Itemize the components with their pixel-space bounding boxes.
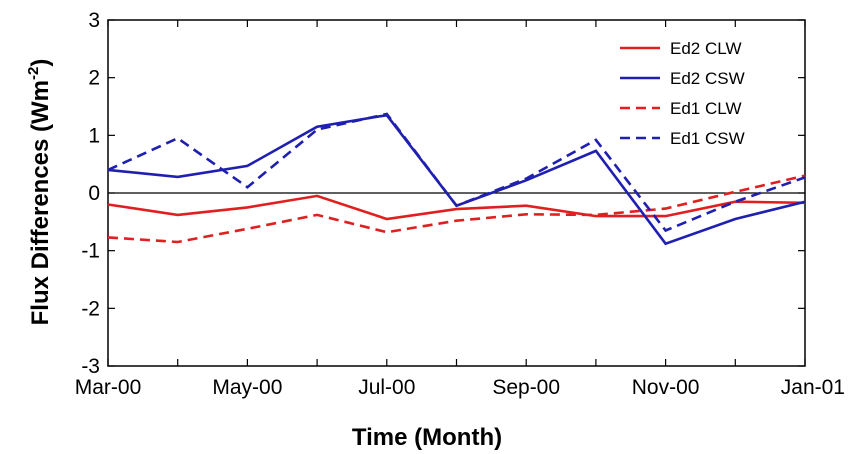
x-tick-label: Jul-00 [358, 376, 415, 399]
x-tick-label: May-00 [212, 376, 282, 399]
y-tick-label: -3 [81, 355, 100, 378]
legend-label-ed1-clw: Ed1 CLW [670, 99, 742, 118]
x-axis: Mar-00 May-00 Jul-00 Sep-00 Nov-00 Jan-01 [75, 20, 845, 399]
y-tick-label: -1 [81, 240, 100, 263]
y-axis-title: Flux Differences (Wm-2) [25, 59, 54, 326]
y-tick-label: 0 [88, 182, 100, 205]
y-axis-title-superscript: -2 [25, 67, 42, 80]
legend: Ed2 CLW Ed2 CSW Ed1 CLW Ed1 CSW [620, 39, 745, 148]
series-line-ed1-clw [107, 174, 806, 244]
x-tick-label: Jan-01 [781, 376, 845, 399]
y-tick-label: 3 [88, 9, 100, 32]
series-line-ed2-clw [107, 194, 806, 221]
legend-label-ed1-csw: Ed1 CSW [670, 129, 745, 148]
legend-label-ed2-csw: Ed2 CSW [670, 69, 745, 88]
y-axis: -3 -2 -1 0 1 2 3 [81, 9, 805, 378]
x-tick-label: Mar-00 [75, 376, 142, 399]
series-layer [107, 112, 806, 246]
x-tick-label: Nov-00 [632, 376, 700, 399]
legend-label-ed2-clw: Ed2 CLW [670, 39, 742, 58]
x-axis-title: Time (Month) [352, 424, 502, 451]
y-tick-label: 1 [88, 124, 100, 147]
series-line-ed1-csw [107, 112, 806, 233]
y-tick-label: 2 [88, 67, 100, 90]
x-tick-label: Sep-00 [492, 376, 560, 399]
y-axis-title-main: Flux Differences (Wm [27, 80, 54, 325]
y-tick-label: -2 [81, 297, 100, 320]
y-axis-title-close: ) [27, 59, 54, 67]
